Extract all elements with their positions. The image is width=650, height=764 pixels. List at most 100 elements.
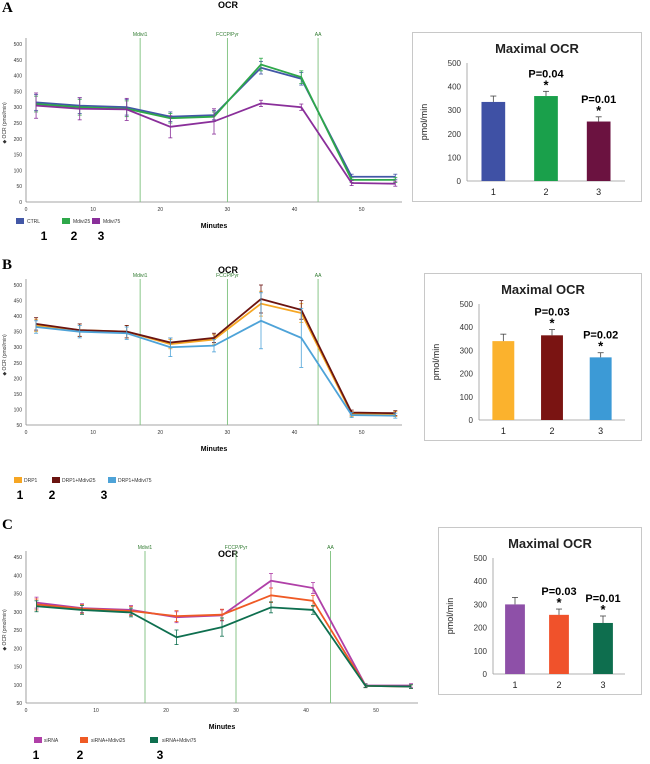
bar-significance-star: * bbox=[596, 103, 602, 118]
y-tick-label: 450 bbox=[14, 299, 23, 305]
x-tick-label: 50 bbox=[373, 708, 379, 714]
x-tick-label: 20 bbox=[158, 430, 164, 436]
legend-label: DRP1 bbox=[24, 478, 38, 484]
bar-y-axis-label: pmol/min bbox=[431, 344, 441, 381]
legend-swatch bbox=[80, 737, 88, 743]
x-tick-label: 30 bbox=[225, 207, 231, 213]
bar-significance-star: * bbox=[556, 595, 562, 610]
y-tick-label: 400 bbox=[14, 74, 23, 80]
bar bbox=[481, 101, 506, 181]
x-tick-label: 50 bbox=[359, 207, 365, 213]
legend-number: 2 bbox=[71, 229, 78, 243]
legend-label: CTRL bbox=[27, 219, 40, 225]
y-tick-label: 250 bbox=[14, 361, 23, 367]
y-tick-label: 350 bbox=[14, 592, 23, 598]
x-tick-label: 0 bbox=[25, 207, 28, 213]
x-tick-label: 10 bbox=[90, 207, 96, 213]
bar-y-tick-label: 500 bbox=[474, 554, 488, 563]
bar-chart-a: Maximal OCR 0 100 200 300 400 500 pmol/min 1 2 3 P=… bbox=[419, 41, 625, 197]
y-tick-label: 150 bbox=[14, 392, 23, 398]
series-line bbox=[35, 298, 396, 415]
y-tick-label: 300 bbox=[14, 345, 23, 351]
chart-title: OCR bbox=[218, 549, 239, 559]
injection-label: Mdivi1 bbox=[133, 273, 148, 279]
x-axis-label: Minutes bbox=[201, 446, 228, 453]
bar-y-tick-label: 400 bbox=[448, 83, 462, 92]
legend-label: Mdivi25 bbox=[73, 219, 90, 225]
bar-chart-c: Maximal OCR 0 100 200 300 400 500 pmol/min 1 2 3 P=… bbox=[445, 536, 625, 690]
injection-label: AA bbox=[315, 32, 322, 38]
y-tick-label: 100 bbox=[14, 168, 23, 174]
x-tick-label: 0 bbox=[25, 708, 28, 714]
legend-swatch bbox=[150, 737, 158, 743]
bar-category-label: 2 bbox=[543, 187, 548, 197]
bar-y-tick-label: 100 bbox=[448, 153, 462, 162]
panel-c: C OCR 50 100 150 200 250 300 350 400 450 0 10 20 30 40… bbox=[0, 517, 650, 764]
x-axis-label: Minutes bbox=[209, 724, 236, 731]
bar bbox=[492, 341, 515, 420]
x-tick-label: 40 bbox=[292, 430, 298, 436]
bar-pvalue: P=0.02 bbox=[583, 330, 618, 342]
bar-title: Maximal OCR bbox=[495, 41, 579, 56]
y-tick-label: 300 bbox=[14, 610, 23, 616]
y-axis-label: ◆ OCR (pmol/min) bbox=[2, 334, 8, 376]
bar-y-tick-label: 100 bbox=[474, 647, 488, 656]
bar-category-label: 3 bbox=[598, 426, 603, 436]
x-tick-label: 50 bbox=[359, 430, 365, 436]
legend-swatch bbox=[52, 477, 60, 483]
legend-swatch bbox=[14, 477, 22, 483]
panel-a: A OCR 0 50 100 150 200 250 300 350 400 450 500 0 10 20… bbox=[0, 0, 650, 255]
legend-number: 3 bbox=[101, 488, 108, 502]
bar-y-tick-label: 300 bbox=[448, 106, 462, 115]
y-axis-label: ◆ OCR (pmol/min) bbox=[2, 102, 8, 144]
y-tick-label: 400 bbox=[14, 573, 23, 579]
y-tick-label: 50 bbox=[16, 701, 22, 707]
y-tick-label: 150 bbox=[14, 665, 23, 671]
y-tick-label: 250 bbox=[14, 121, 23, 127]
bar bbox=[534, 96, 558, 181]
x-axis-label: Minutes bbox=[201, 223, 228, 230]
bar-pvalue: P=0.01 bbox=[581, 94, 616, 106]
bar-y-tick-label: 400 bbox=[460, 323, 474, 332]
x-tick-label: 10 bbox=[90, 430, 96, 436]
y-tick-label: 450 bbox=[14, 555, 23, 561]
injection-label: FCCP/Pyr bbox=[225, 545, 248, 551]
legend-number: 1 bbox=[17, 488, 24, 502]
y-tick-label: 0 bbox=[19, 200, 22, 206]
chart-title: OCR bbox=[218, 0, 239, 10]
bar bbox=[541, 335, 563, 420]
panel-letter: A bbox=[2, 0, 13, 16]
series-line bbox=[35, 302, 396, 416]
y-axis-label: ◆ OCR (pmol/min) bbox=[2, 609, 8, 651]
bar-category-label: 3 bbox=[600, 680, 605, 690]
bar bbox=[593, 622, 613, 674]
bar-y-tick-label: 100 bbox=[460, 393, 474, 402]
panel-letter: C bbox=[2, 517, 13, 533]
legend-label: siRNA+Mdivi25 bbox=[91, 738, 126, 744]
y-tick-label: 350 bbox=[14, 330, 23, 336]
x-tick-label: 30 bbox=[225, 430, 231, 436]
bar-y-tick-label: 200 bbox=[460, 370, 474, 379]
bar-chart-b: Maximal OCR 0 100 200 300 400 500 pmol/min 1 2 3 P=… bbox=[431, 282, 625, 436]
y-tick-label: 50 bbox=[16, 184, 22, 190]
bar-category-label: 1 bbox=[491, 187, 496, 197]
x-tick-label: 40 bbox=[303, 708, 309, 714]
bar-chart-box-a: Maximal OCR 0 100 200 300 400 500 pmol/min 1 2 3 P=… bbox=[412, 32, 642, 202]
legend-number: 3 bbox=[157, 748, 164, 762]
bar-chart-box-c: Maximal OCR 0 100 200 300 400 500 pmol/min 1 2 3 P=… bbox=[438, 527, 642, 695]
bar-category-label: 3 bbox=[596, 187, 601, 197]
bar-significance-star: * bbox=[543, 77, 549, 92]
injection-label: Mdivi1 bbox=[133, 32, 148, 38]
y-tick-label: 150 bbox=[14, 153, 23, 159]
y-tick-label: 250 bbox=[14, 628, 23, 634]
legend-label: Mdivi75 bbox=[103, 219, 120, 225]
x-tick-label: 40 bbox=[292, 207, 298, 213]
legend-swatch bbox=[92, 218, 100, 224]
bar-y-tick-label: 300 bbox=[474, 600, 488, 609]
bar-chart-box-b: Maximal OCR 0 100 200 300 400 500 pmol/min 1 2 3 P=… bbox=[424, 273, 642, 441]
bar-pvalue: P=0.03 bbox=[541, 586, 576, 598]
y-tick-label: 450 bbox=[14, 58, 23, 64]
bar-y-tick-label: 0 bbox=[483, 670, 488, 679]
injection-label: AA bbox=[315, 273, 322, 279]
